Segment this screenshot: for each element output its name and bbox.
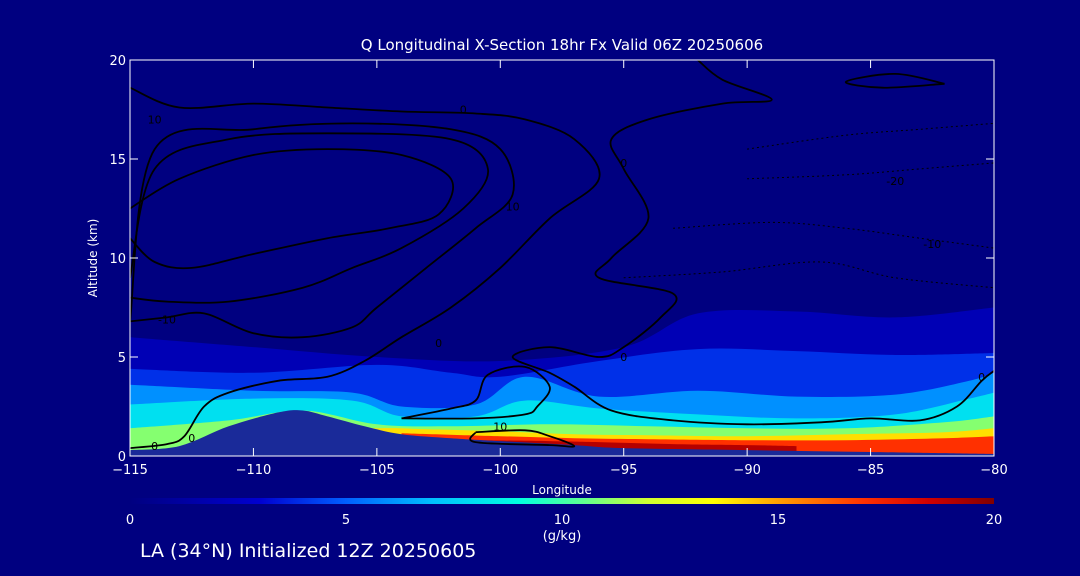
contour-label: 10: [506, 201, 520, 214]
x-tick-label: −110: [236, 463, 272, 478]
contour-label: 0: [151, 440, 158, 453]
contour-line: [130, 86, 601, 449]
contour-label: -10: [158, 313, 176, 326]
contour-line: [511, 60, 994, 426]
contour-line: [747, 162, 994, 180]
x-tick-label: −80: [980, 463, 1007, 478]
colorbar: 0 5 10 15 20 (g/kg): [126, 498, 1002, 544]
contour-label: 0: [978, 371, 985, 384]
colorbar-gradient: [130, 498, 994, 504]
contour-line: [469, 429, 576, 448]
contour-line: [130, 148, 454, 270]
terrain: [130, 410, 994, 456]
contour-label: 0: [188, 432, 195, 445]
colorbar-tick-label: 10: [554, 513, 571, 528]
x-axis-label: Longitude: [532, 483, 592, 497]
colorbar-tick-label: 15: [770, 513, 787, 528]
colorbar-tick-label: 20: [986, 513, 1003, 528]
contour-labels: 10 0 10 0 0 0 -10 10 0 0 0 -20 -10: [148, 104, 985, 454]
plot-area: 10 0 10 0 0 0 -10 10 0 0 0 -20 -10: [130, 60, 994, 456]
contour-line: [401, 365, 551, 420]
colorbar-ticks: 0 5 10 15 20: [126, 513, 1002, 528]
x-tick-label: −105: [359, 463, 395, 478]
contour-label: -20: [886, 175, 904, 188]
contour-label: 0: [620, 157, 627, 170]
contour-line: [130, 132, 489, 304]
contour-label: 10: [493, 420, 507, 433]
contour-label: 0: [435, 337, 442, 350]
colorbar-tick-label: 5: [342, 513, 350, 528]
contour-line: [747, 122, 994, 150]
chart-title: Q Longitudinal X-Section 18hr Fx Valid 0…: [361, 36, 763, 54]
contour-label: 0: [620, 351, 627, 364]
y-tick-label: 15: [109, 153, 126, 168]
y-axis-label: Altitude (km): [86, 219, 100, 298]
x-tick-label: −85: [857, 463, 884, 478]
contour-label: 10: [148, 113, 162, 126]
y-tick-label: 10: [109, 252, 126, 267]
y-axis-ticks: 0 5 10 15 20: [109, 54, 994, 465]
terrain-shape: [130, 410, 994, 456]
x-tick-label: −115: [112, 463, 148, 478]
footer-caption: LA (34°N) Initialized 12Z 20250605: [140, 540, 477, 562]
contour-label: -10: [923, 238, 941, 251]
contour-line: [673, 221, 994, 249]
y-tick-label: 20: [109, 54, 126, 69]
contour-lines: [130, 60, 994, 449]
x-tick-label: −100: [482, 463, 518, 478]
x-tick-label: −95: [610, 463, 637, 478]
x-tick-label: −90: [733, 463, 760, 478]
contour-line: [844, 72, 945, 89]
x-axis-ticks: −115 −110 −105 −100 −95 −90 −85 −80: [112, 60, 1008, 478]
y-tick-label: 0: [118, 450, 126, 465]
contour-label: 0: [460, 104, 467, 117]
colorbar-label: (g/kg): [543, 529, 582, 544]
y-tick-label: 5: [118, 351, 126, 366]
colorbar-tick-label: 0: [126, 513, 134, 528]
contour-line: [130, 122, 515, 339]
